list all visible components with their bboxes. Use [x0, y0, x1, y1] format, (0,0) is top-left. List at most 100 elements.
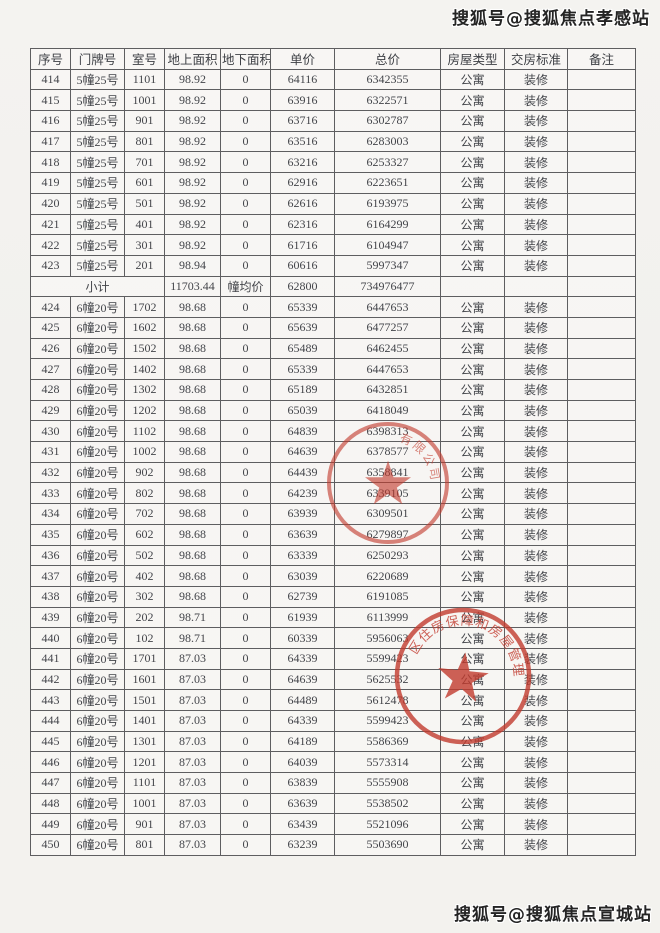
- table-cell: 63639: [270, 523, 335, 546]
- table-cell: 公寓: [440, 544, 505, 567]
- column-header: 序号: [30, 48, 71, 70]
- table-cell: 5幢25号: [70, 172, 125, 194]
- table-cell: 6幢20号: [70, 461, 125, 484]
- table-cell: 1402: [124, 358, 165, 380]
- table-cell: [567, 130, 636, 153]
- table-cell: 1002: [124, 441, 165, 463]
- table-row: 448 6幢20号 1001 87.03 0 63639 5538502 公寓 装修: [30, 792, 636, 815]
- table-row: 445 6幢20号 1301 87.03 0 64189 5586369 公寓 装修: [30, 730, 636, 753]
- table-cell: 418: [30, 151, 71, 174]
- table-cell: 98.92: [164, 151, 221, 174]
- column-header: 门牌号: [70, 48, 125, 70]
- column-header: 室号: [124, 48, 165, 70]
- table-cell: 0: [220, 792, 271, 815]
- table-body: 414 5幢25号 1101 98.92 0 64116 6342355 公寓 装修 415 5幢2…: [30, 68, 636, 856]
- table-cell: 87.03: [164, 834, 221, 856]
- table-row: 417 5幢25号 801 98.92 0 63516 6283003 公寓 装修: [30, 130, 636, 153]
- table-cell: 432: [30, 461, 71, 484]
- table-row: 436 6幢20号 502 98.68 0 63339 6250293 公寓 装修: [30, 544, 636, 567]
- table-cell: [567, 89, 636, 112]
- table-cell: [567, 213, 636, 236]
- table-cell: 公寓: [440, 337, 505, 360]
- table-cell: 6253327: [334, 151, 441, 174]
- table-cell: 1401: [124, 710, 165, 732]
- table-cell: 98.68: [164, 420, 221, 443]
- table-cell: 61939: [270, 606, 335, 629]
- table-cell: 装修: [504, 751, 568, 774]
- table-cell: 422: [30, 234, 71, 256]
- table-cell: 装修: [504, 565, 568, 587]
- table-cell: 601: [124, 172, 165, 194]
- table-cell: [567, 813, 636, 836]
- table-cell: 62616: [270, 192, 335, 215]
- table-cell: 公寓: [440, 689, 505, 711]
- table-row: 428 6幢20号 1302 98.68 0 65189 6432851 公寓 装修: [30, 379, 636, 401]
- table-cell: 63439: [270, 813, 335, 836]
- table-cell: 装修: [504, 689, 568, 711]
- table-cell: 401: [124, 213, 165, 236]
- table-cell: [567, 337, 636, 360]
- table-cell: 装修: [504, 420, 568, 443]
- table-cell: 64189: [270, 730, 335, 753]
- table-cell: 公寓: [440, 172, 505, 194]
- table-cell: 6幢20号: [70, 379, 125, 401]
- table-cell: 5538502: [334, 792, 441, 815]
- table-cell: 87.03: [164, 689, 221, 711]
- table-row: 443 6幢20号 1501 87.03 0 64489 5612478 公寓 装修: [30, 689, 636, 711]
- table-cell: 402: [124, 565, 165, 587]
- table-cell: 装修: [504, 813, 568, 836]
- table-cell: 426: [30, 337, 71, 360]
- table-cell: 公寓: [440, 751, 505, 774]
- table-cell: 1102: [124, 420, 165, 443]
- table-cell: 0: [220, 441, 271, 463]
- table-row: 415 5幢25号 1001 98.92 0 63916 6322571 公寓 装修: [30, 89, 636, 112]
- table-cell: 装修: [504, 461, 568, 484]
- table-cell: 0: [220, 606, 271, 629]
- table-cell: 装修: [504, 337, 568, 360]
- table-cell: 416: [30, 110, 71, 132]
- table-cell: 0: [220, 130, 271, 153]
- table-cell: 0: [220, 710, 271, 732]
- table-cell: 87.03: [164, 710, 221, 732]
- table-cell: [567, 689, 636, 711]
- table-cell: [567, 254, 636, 277]
- table-cell: 公寓: [440, 647, 505, 670]
- table-cell: 6幢20号: [70, 689, 125, 711]
- table-cell: 87.03: [164, 751, 221, 774]
- table-cell: 公寓: [440, 585, 505, 608]
- table-cell: 公寓: [440, 565, 505, 587]
- table-cell: 0: [220, 565, 271, 587]
- table-cell: 5586369: [334, 730, 441, 753]
- table-cell: 64489: [270, 689, 335, 711]
- table-cell: 801: [124, 130, 165, 153]
- table-cell: [567, 565, 636, 587]
- table-cell: 63339: [270, 544, 335, 567]
- table-cell: 415: [30, 89, 71, 112]
- table-cell: 87.03: [164, 730, 221, 753]
- table-cell: 0: [220, 834, 271, 856]
- table-cell: 0: [220, 316, 271, 339]
- table-cell: 64839: [270, 420, 335, 443]
- table-cell: 98.92: [164, 234, 221, 256]
- table-cell: 装修: [504, 544, 568, 567]
- table-cell: 1202: [124, 399, 165, 422]
- table-cell: 421: [30, 213, 71, 236]
- table-cell: 6幢20号: [70, 296, 125, 318]
- table-cell: 301: [124, 234, 165, 256]
- table-row: 438 6幢20号 302 98.68 0 62739 6191085 公寓 装修: [30, 585, 636, 608]
- table-cell: 0: [220, 358, 271, 380]
- table-cell: 6250293: [334, 544, 441, 567]
- table-cell: 6322571: [334, 89, 441, 112]
- table-cell: [567, 606, 636, 629]
- table-cell: 98.92: [164, 68, 221, 91]
- table-cell: 63916: [270, 89, 335, 112]
- table-row: 430 6幢20号 1102 98.68 0 64839 6398313 公寓 装修: [30, 420, 636, 443]
- table-cell: [567, 523, 636, 546]
- table-cell: 65339: [270, 358, 335, 380]
- table-row: 437 6幢20号 402 98.68 0 63039 6220689 公寓 装修: [30, 565, 636, 587]
- table-cell: 443: [30, 689, 71, 711]
- table-cell: 449: [30, 813, 71, 836]
- table-cell: 419: [30, 172, 71, 194]
- table-cell: 98.92: [164, 172, 221, 194]
- table-cell: [567, 110, 636, 132]
